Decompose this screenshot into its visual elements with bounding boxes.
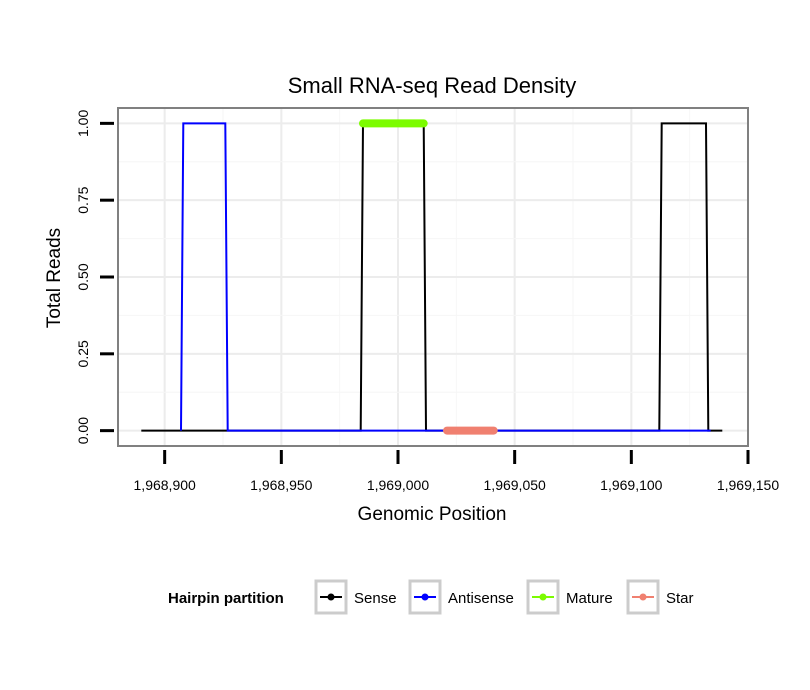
- chart-title: Small RNA-seq Read Density: [288, 73, 577, 98]
- x-tick-label: 1,969,050: [484, 477, 546, 493]
- y-tick-label: 0.50: [75, 263, 91, 290]
- legend-key-marker: [421, 593, 429, 601]
- legend-items: Sense Antisense Mature Star: [314, 579, 694, 615]
- y-tick-label: 0.00: [75, 417, 91, 444]
- legend-label-antisense: Antisense: [448, 590, 514, 607]
- y-axis-title: Total Reads: [44, 228, 65, 328]
- grid-lines: [118, 108, 749, 446]
- x-tick-label: 1,968,950: [250, 477, 312, 493]
- series-layer: [141, 119, 723, 435]
- x-axis: 1,968,900 1,968,950 1,969,000 1,969,050 1,96…: [134, 450, 779, 493]
- legend-key-marker: [639, 593, 647, 601]
- y-tick-label: 1.00: [75, 110, 91, 137]
- y-tick-label: 0.75: [75, 186, 91, 213]
- legend-title: Hairpin partition: [168, 590, 284, 607]
- legend-key-marker: [539, 593, 547, 601]
- x-tick-label: 1,969,000: [367, 477, 429, 493]
- legend-label-mature: Mature: [566, 590, 613, 607]
- x-tick-label: 1,969,150: [717, 477, 779, 493]
- legend: Hairpin partition Sense Antisense Mature St…: [168, 579, 694, 615]
- legend-label-star: Star: [666, 590, 694, 607]
- legend-key-marker: [327, 593, 335, 601]
- x-tick-label: 1,968,900: [134, 477, 196, 493]
- plot-panel-border: [117, 107, 749, 447]
- series-line-antisense: [180, 122, 711, 432]
- y-tick-label: 0.25: [75, 340, 91, 367]
- legend-label-sense: Sense: [354, 590, 397, 607]
- y-axis: 0.00 0.25 0.50 0.75 1.00: [75, 110, 114, 444]
- x-axis-title: Genomic Position: [358, 504, 507, 525]
- x-tick-label: 1,969,100: [600, 477, 662, 493]
